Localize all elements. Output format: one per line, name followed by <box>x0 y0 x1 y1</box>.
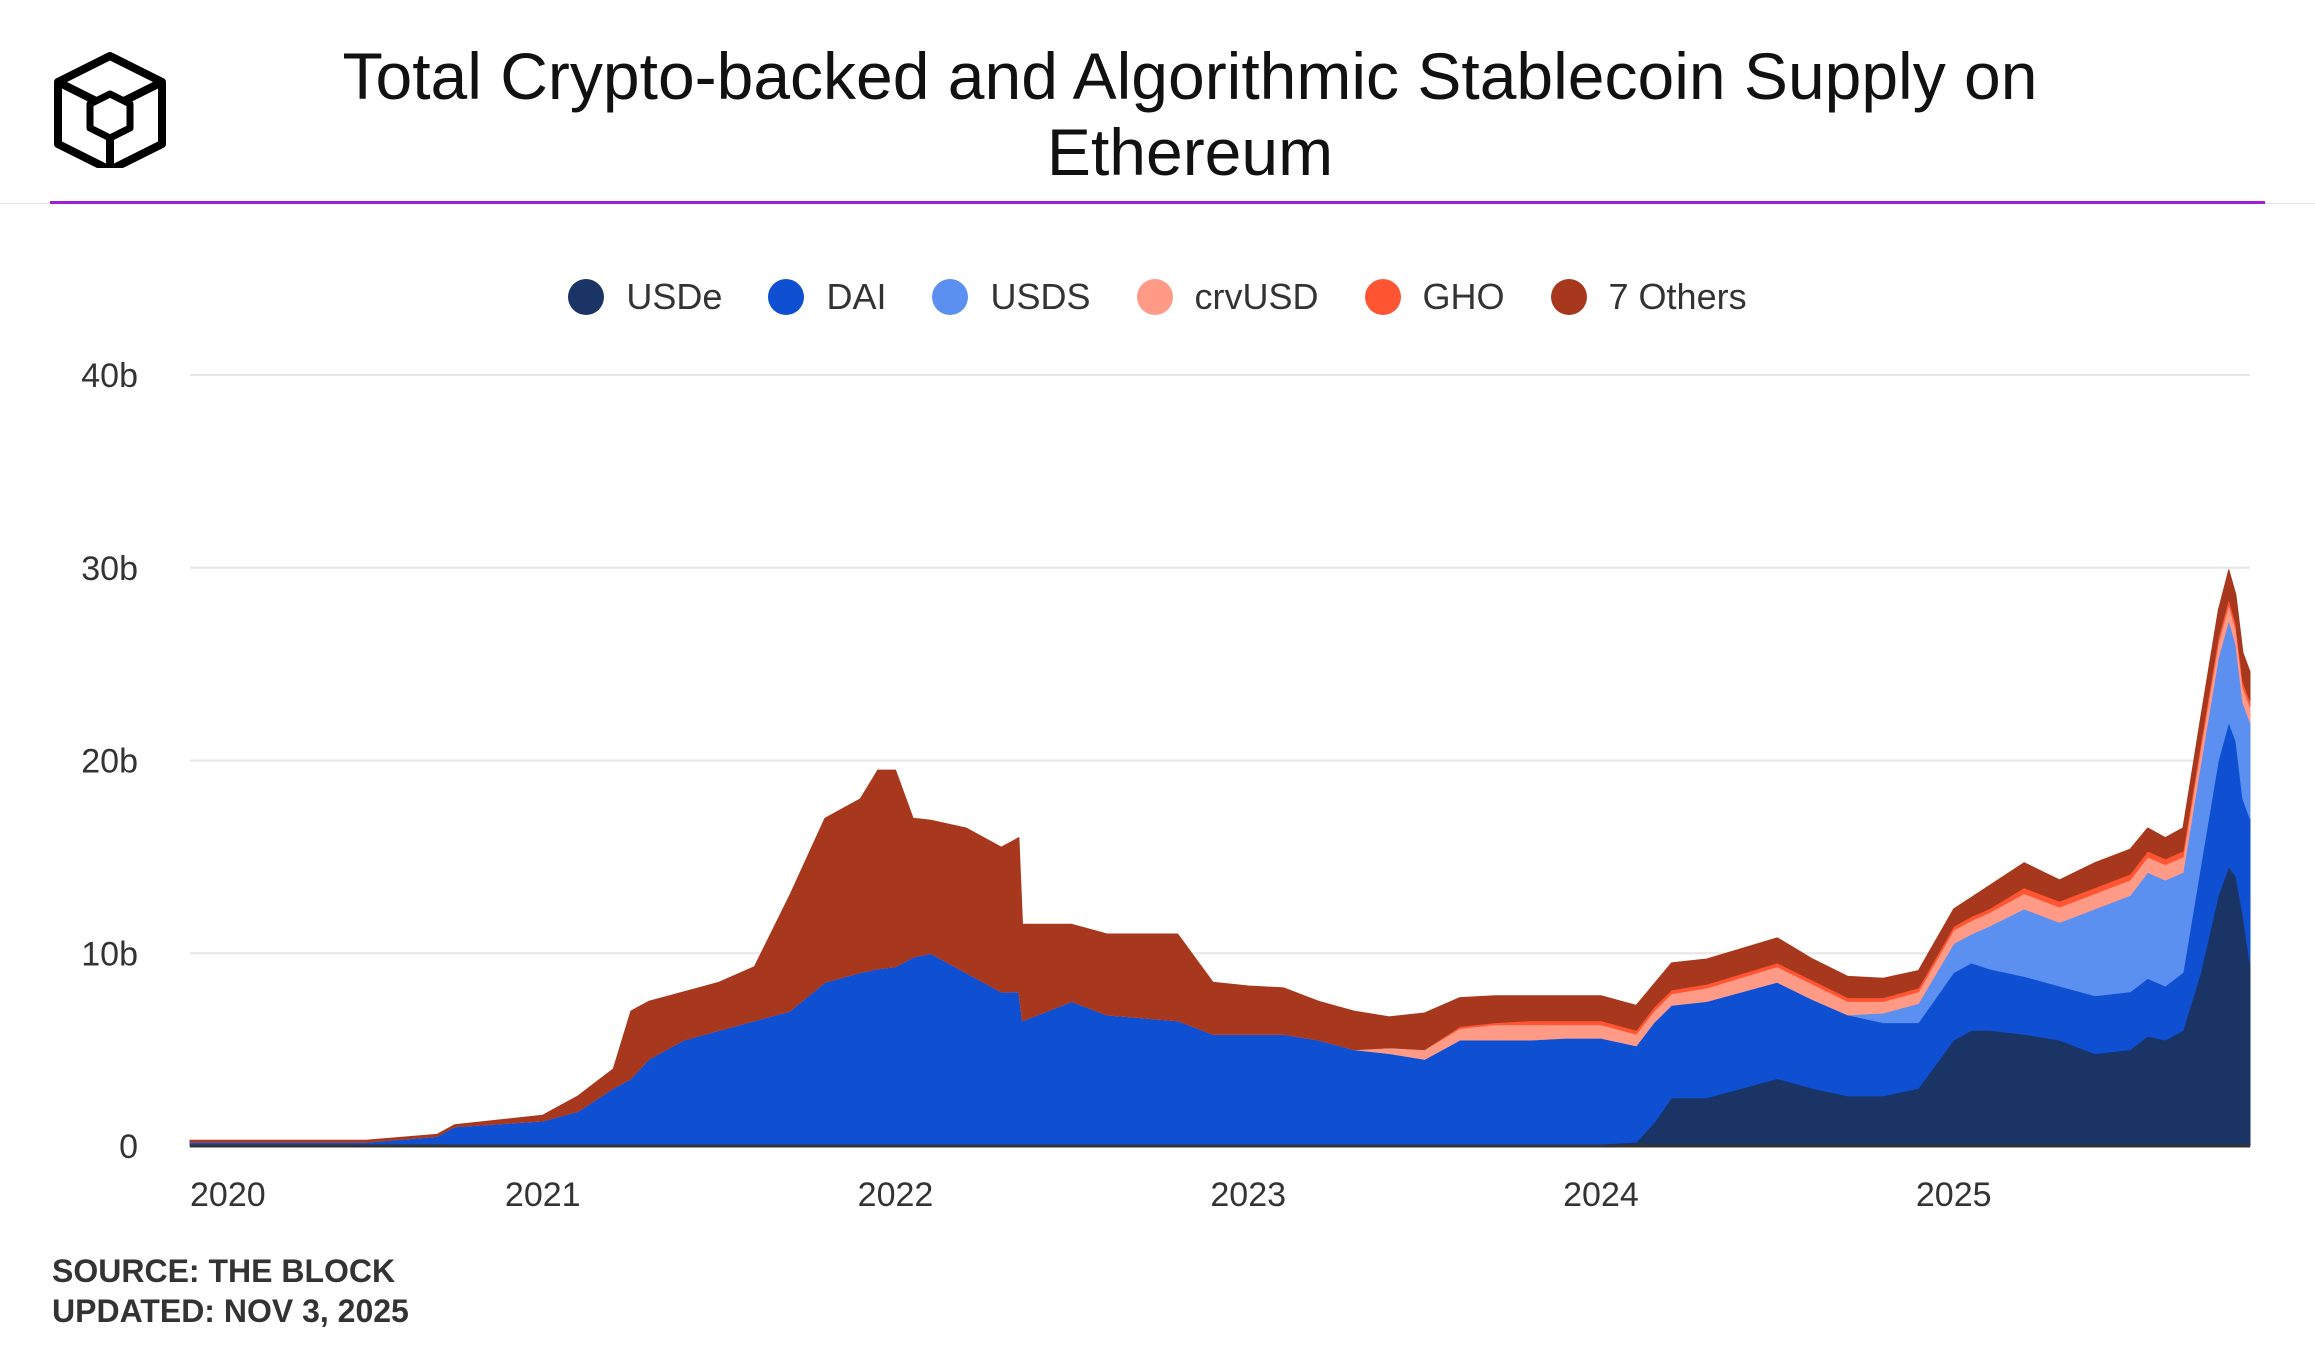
updated-note: UPDATED: NOV 3, 2025 <box>52 1293 409 1329</box>
the-block-logo-icon <box>54 52 166 168</box>
legend-item-usds[interactable]: USDS <box>932 276 1091 318</box>
legend-swatch-usde <box>568 279 605 315</box>
x-tick-label: 2020 <box>190 1176 266 1214</box>
grid-layer <box>190 374 2250 955</box>
x-tick-label: 2022 <box>858 1176 934 1214</box>
area-layer <box>189 569 2251 1147</box>
legend-swatch-usds <box>932 279 969 315</box>
legend-label-others: 7 Others <box>1608 276 1747 317</box>
y-tick-label: 40b <box>81 357 138 395</box>
legend-label-gho: GHO <box>1422 276 1505 317</box>
legend-label-usde: USDe <box>626 276 723 317</box>
legend-label-crvusd: crvUSD <box>1194 276 1319 317</box>
y-tick-label: 30b <box>81 550 138 588</box>
axis-layer: 0 10b 20b 30b 40b 2020 2021 2022 2023 2024 2025 <box>81 357 2250 1214</box>
legend-swatch-gho <box>1364 279 1401 315</box>
chart-legend: USDe DAI USDS crvUSD GHO 7 Others <box>0 272 2315 322</box>
legend-item-gho[interactable]: GHO <box>1364 276 1505 318</box>
area-7-others <box>189 569 2251 1143</box>
x-tick-label: 2023 <box>1210 1176 1286 1214</box>
accent-divider <box>50 201 2265 204</box>
legend-item-crvusd[interactable]: crvUSD <box>1136 276 1319 318</box>
legend-item-dai[interactable]: DAI <box>768 276 886 318</box>
legend-label-usds: USDS <box>990 276 1091 317</box>
legend-item-others[interactable]: 7 Others <box>1550 276 1747 318</box>
legend-swatch-dai <box>768 279 805 315</box>
x-tick-label: 2024 <box>1563 1176 1639 1214</box>
x-tick-label: 2025 <box>1916 1176 1992 1214</box>
y-tick-label: 10b <box>81 935 138 973</box>
chart-title-line-1: Total Crypto-backed and Algorithmic Stab… <box>342 39 2038 113</box>
chart-title-line-2: Ethereum <box>1046 115 1334 189</box>
legend-label-dai: DAI <box>826 276 887 317</box>
legend-swatch-others <box>1550 279 1587 315</box>
y-tick-label: 20b <box>81 743 138 781</box>
y-tick-label: 0 <box>119 1128 138 1166</box>
legend-item-usde[interactable]: USDe <box>568 276 722 318</box>
source-note: SOURCE: THE BLOCK <box>52 1253 396 1289</box>
legend-swatch-crvusd <box>1136 279 1173 315</box>
chart-title: Total Crypto-backed and Algorithmic Stab… <box>290 38 2090 190</box>
x-tick-label: 2021 <box>505 1176 581 1214</box>
